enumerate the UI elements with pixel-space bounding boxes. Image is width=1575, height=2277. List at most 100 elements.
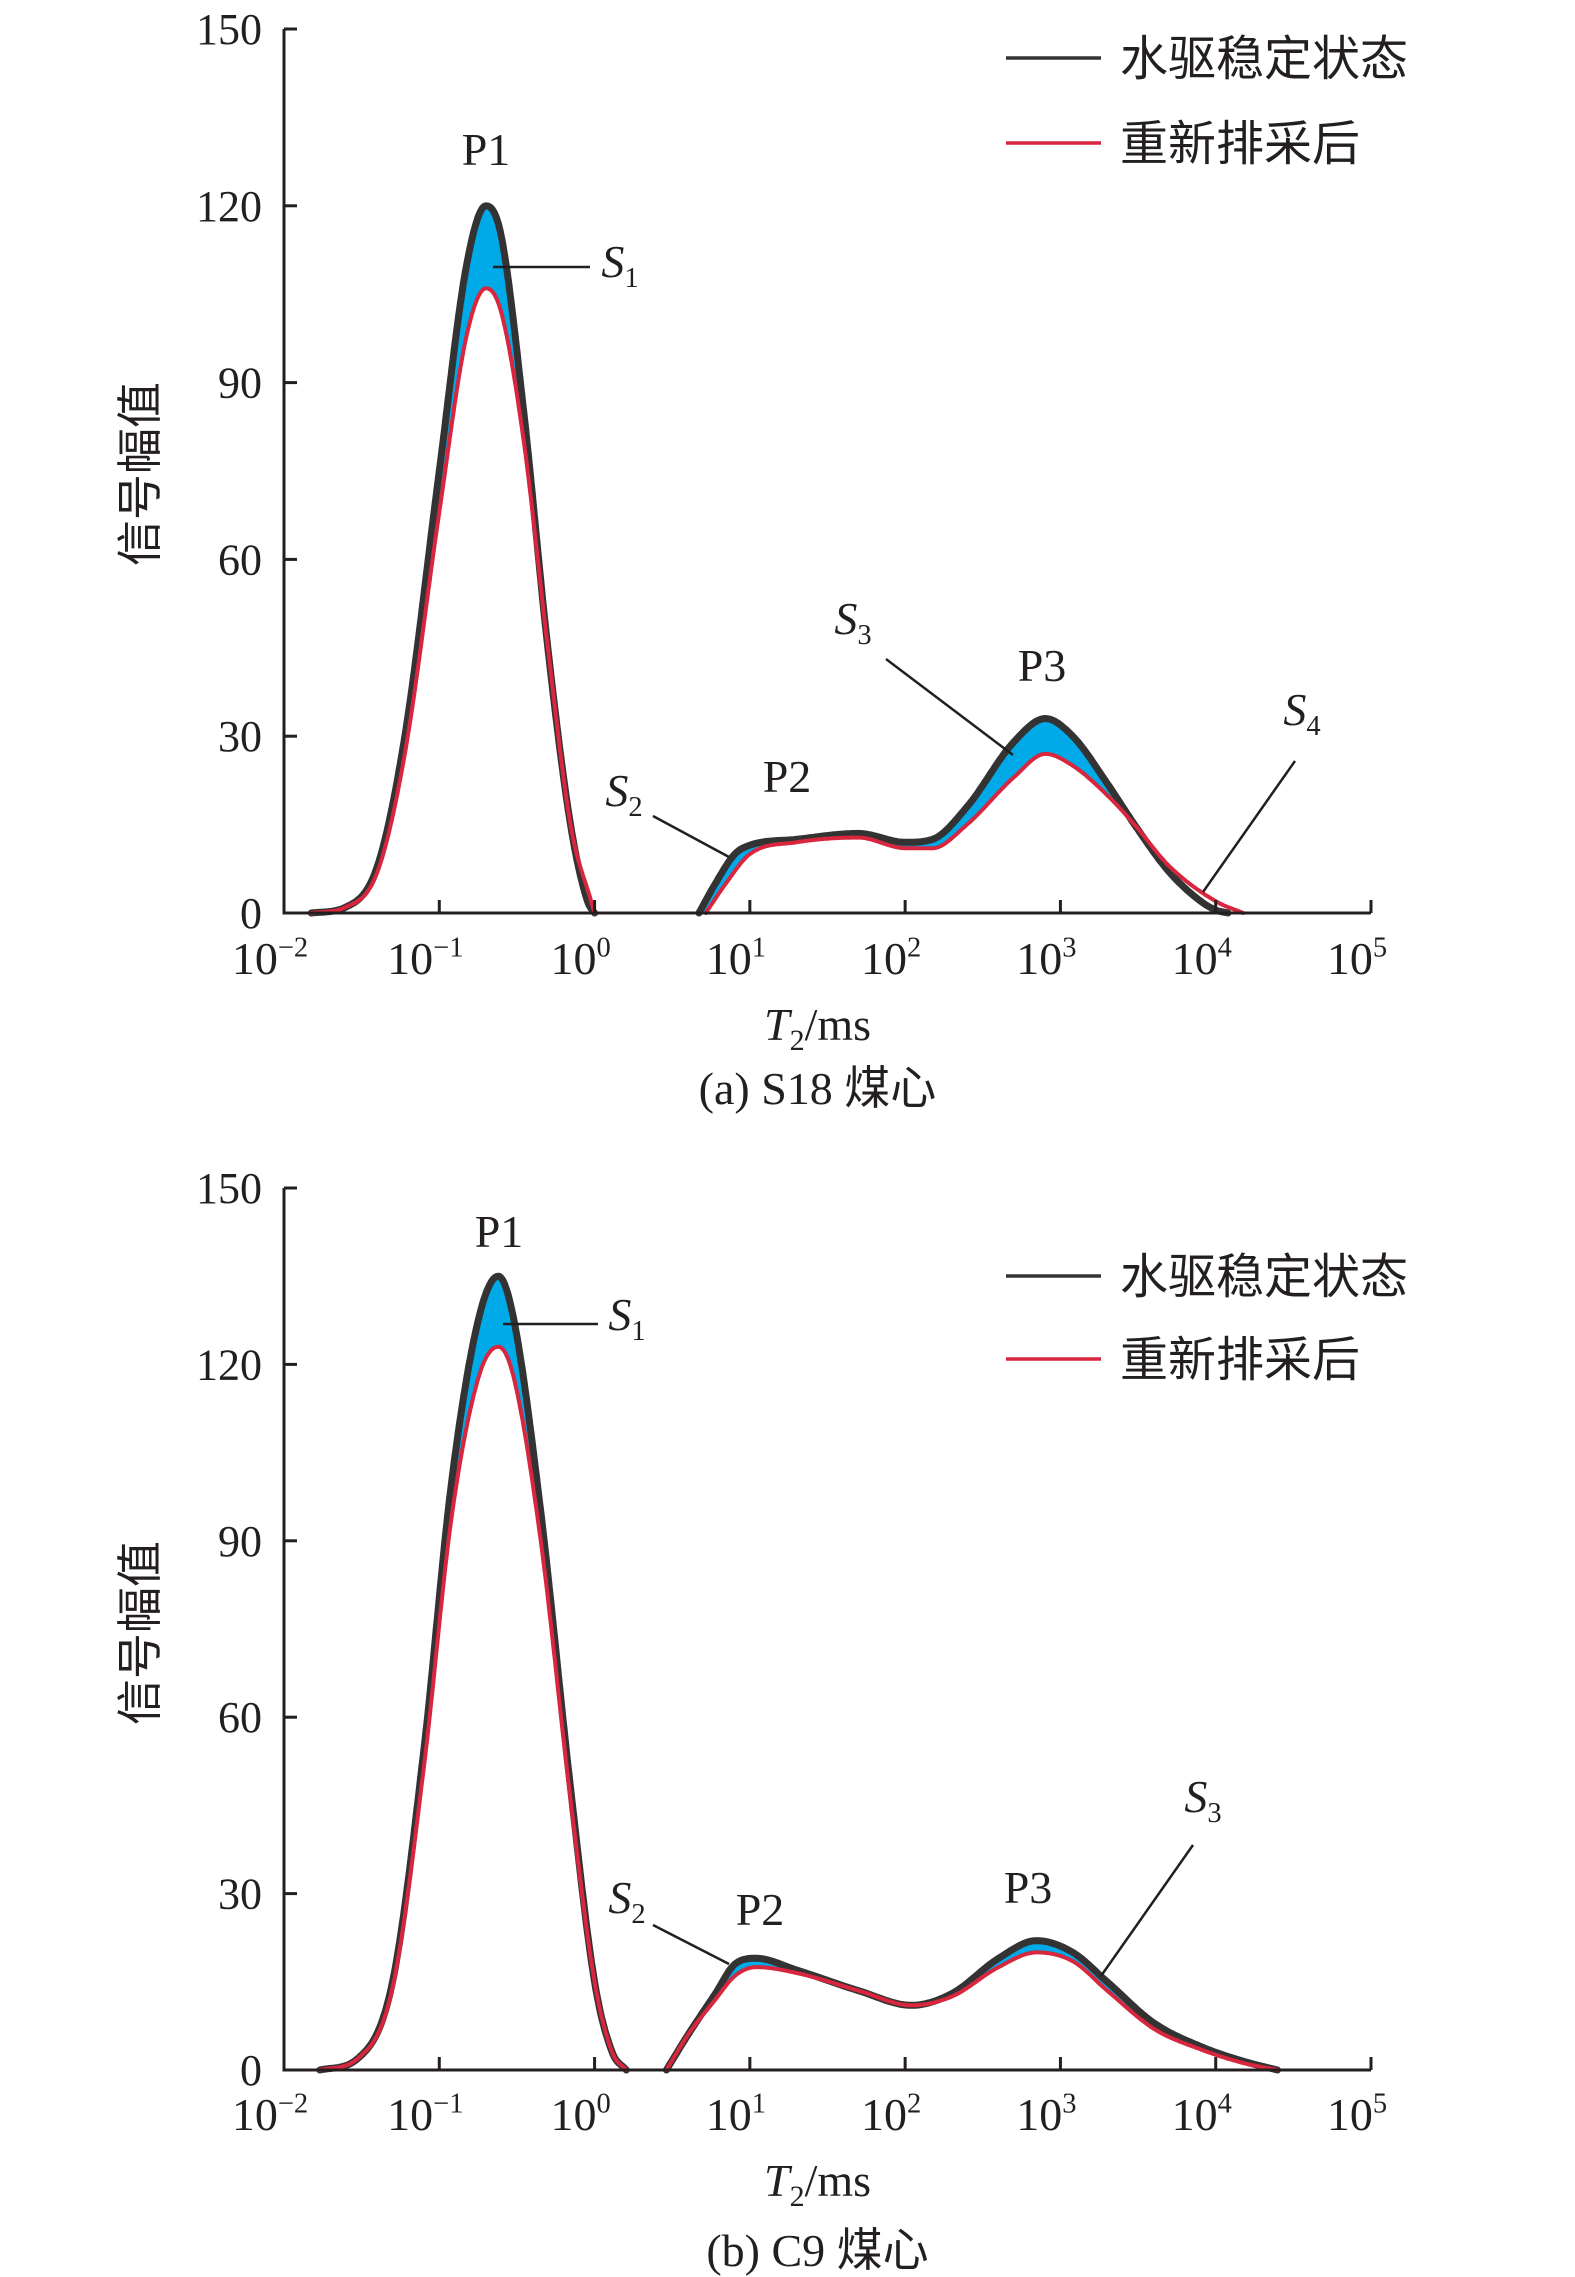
area-label-s3-script: 3 (857, 620, 871, 651)
x-tick-label-script: 3 (1062, 2089, 1076, 2120)
series-line-steady (662, 1937, 1281, 2074)
area-label-s1-script: 1 (631, 1316, 645, 1347)
x-tick-label-script: 5 (1373, 933, 1387, 964)
x-tick-label: 102 (861, 933, 921, 984)
peak-label-p3: P3 (1018, 640, 1067, 691)
area-label-s2-main: S (605, 765, 628, 816)
x-tick-label-main: 10 (706, 2089, 752, 2140)
x-tick-label-script: 5 (1373, 2089, 1387, 2120)
area-label-s1-main: S (608, 1289, 631, 1340)
x-tick-label-main: 10 (1172, 933, 1218, 984)
x-tick-label-main: 10 (1327, 933, 1373, 984)
x-axis-label-symbol: T (764, 2155, 793, 2206)
y-tick-label: 60 (218, 535, 262, 584)
area-leader-line (652, 814, 730, 859)
area-label-s3-script: 3 (1207, 1798, 1221, 1829)
x-tick-label-main: 10 (550, 933, 596, 984)
area-leader-line (1201, 760, 1297, 893)
area-label-s3-main: S (834, 593, 857, 644)
x-tick-label-main: 10 (1016, 2089, 1062, 2140)
series-line-after (317, 1344, 629, 2072)
x-tick-label-main: 10 (1172, 2089, 1218, 2140)
area-label-s4-main: S (1283, 684, 1306, 735)
series-line-after (703, 751, 1246, 915)
x-tick-label: 101 (706, 2089, 766, 2140)
x-tick-label-script: −1 (433, 933, 463, 964)
x-tick-label: 10−2 (232, 2089, 308, 2140)
series-line-after (309, 286, 597, 915)
x-tick-label: 10−2 (232, 933, 308, 984)
area-label-s1-script: 1 (624, 263, 638, 294)
area-label-s3-main: S (1184, 1771, 1207, 1822)
area-label-s2-script: 2 (628, 792, 642, 823)
x-axis-label: T2/ms (764, 2155, 871, 2213)
x-tick-label-script: 3 (1062, 933, 1076, 964)
x-tick-label-script: −2 (278, 933, 308, 964)
area-label-s4-script: 4 (1306, 711, 1320, 742)
x-tick-label: 104 (1172, 933, 1232, 984)
y-axis-label: 信号幅值 (115, 382, 166, 566)
area-label-s1: S1 (608, 1289, 645, 1347)
legend-label: 重新排采后 (1120, 118, 1360, 171)
area-leader-line (1099, 1844, 1195, 1977)
x-axis-label: T2/ms (764, 999, 871, 1057)
area-label-s2: S2 (608, 1872, 645, 1930)
x-tick-label: 103 (1016, 2089, 1076, 2140)
x-tick-label-script: 1 (752, 933, 766, 964)
peak-label-p2: P2 (736, 1884, 785, 1935)
peak-label-p1: P1 (462, 124, 511, 175)
x-tick-label-script: 2 (907, 933, 921, 964)
x-tick-label-main: 10 (232, 2089, 278, 2140)
x-tick-label-script: −2 (278, 2089, 308, 2120)
x-axis-label-symbol: T (764, 999, 793, 1050)
x-tick-label: 10−1 (387, 933, 463, 984)
area-label-s1-main: S (601, 236, 624, 287)
x-tick-label-script: 0 (596, 2089, 610, 2120)
area-label-s1: S1 (601, 236, 638, 294)
y-tick-label: 120 (196, 1340, 262, 1389)
series-line-steady (307, 202, 599, 917)
area-label-s2-script: 2 (631, 1899, 645, 1930)
y-tick-label: 30 (218, 1870, 262, 1919)
y-tick-label: 120 (196, 182, 262, 231)
x-tick-label-script: −1 (433, 2089, 463, 2120)
x-tick-label-script: 0 (596, 933, 610, 964)
x-axis-label-subscript: 2 (790, 1024, 805, 1057)
area-leader-line (885, 658, 1014, 756)
area-label-s4: S4 (1283, 684, 1320, 742)
x-tick-label: 105 (1327, 933, 1387, 984)
x-tick-label-main: 10 (387, 933, 433, 984)
x-tick-label-script: 1 (752, 2089, 766, 2120)
x-tick-label-main: 10 (1016, 933, 1062, 984)
x-tick-label: 105 (1327, 2089, 1387, 2140)
legend-label: 水驱稳定状态 (1120, 33, 1408, 86)
difference-area-fill (698, 718, 1244, 913)
area-label-s2-main: S (608, 1872, 631, 1923)
chart-caption: (a) S18 煤心 (699, 1063, 937, 1114)
peak-label-p2: P2 (763, 751, 812, 802)
x-tick-label-script: 4 (1218, 933, 1232, 964)
x-tick-label-main: 10 (550, 2089, 596, 2140)
peak-label-p3: P3 (1004, 1862, 1053, 1913)
legend-label: 水驱稳定状态 (1120, 1251, 1408, 1304)
area-label-s3: S3 (1184, 1771, 1221, 1829)
x-axis-label-unit: /ms (805, 2155, 871, 2206)
y-tick-label: 150 (196, 5, 262, 54)
x-tick-label: 100 (550, 933, 610, 984)
x-tick-label-script: 2 (907, 2089, 921, 2120)
x-tick-label-main: 10 (387, 2089, 433, 2140)
x-tick-label-script: 4 (1218, 2089, 1232, 2120)
difference-area-fill (311, 205, 595, 914)
x-tick-label: 100 (550, 2089, 610, 2140)
x-tick-label: 102 (861, 2089, 921, 2140)
x-tick-label-main: 10 (232, 933, 278, 984)
y-tick-label: 0 (240, 889, 262, 938)
x-tick-label: 104 (1172, 2089, 1232, 2140)
x-axis-label-unit: /ms (805, 999, 871, 1050)
x-tick-label-main: 10 (861, 933, 907, 984)
x-tick-label-main: 10 (706, 933, 752, 984)
chart-caption: (b) C9 煤心 (706, 2225, 928, 2276)
